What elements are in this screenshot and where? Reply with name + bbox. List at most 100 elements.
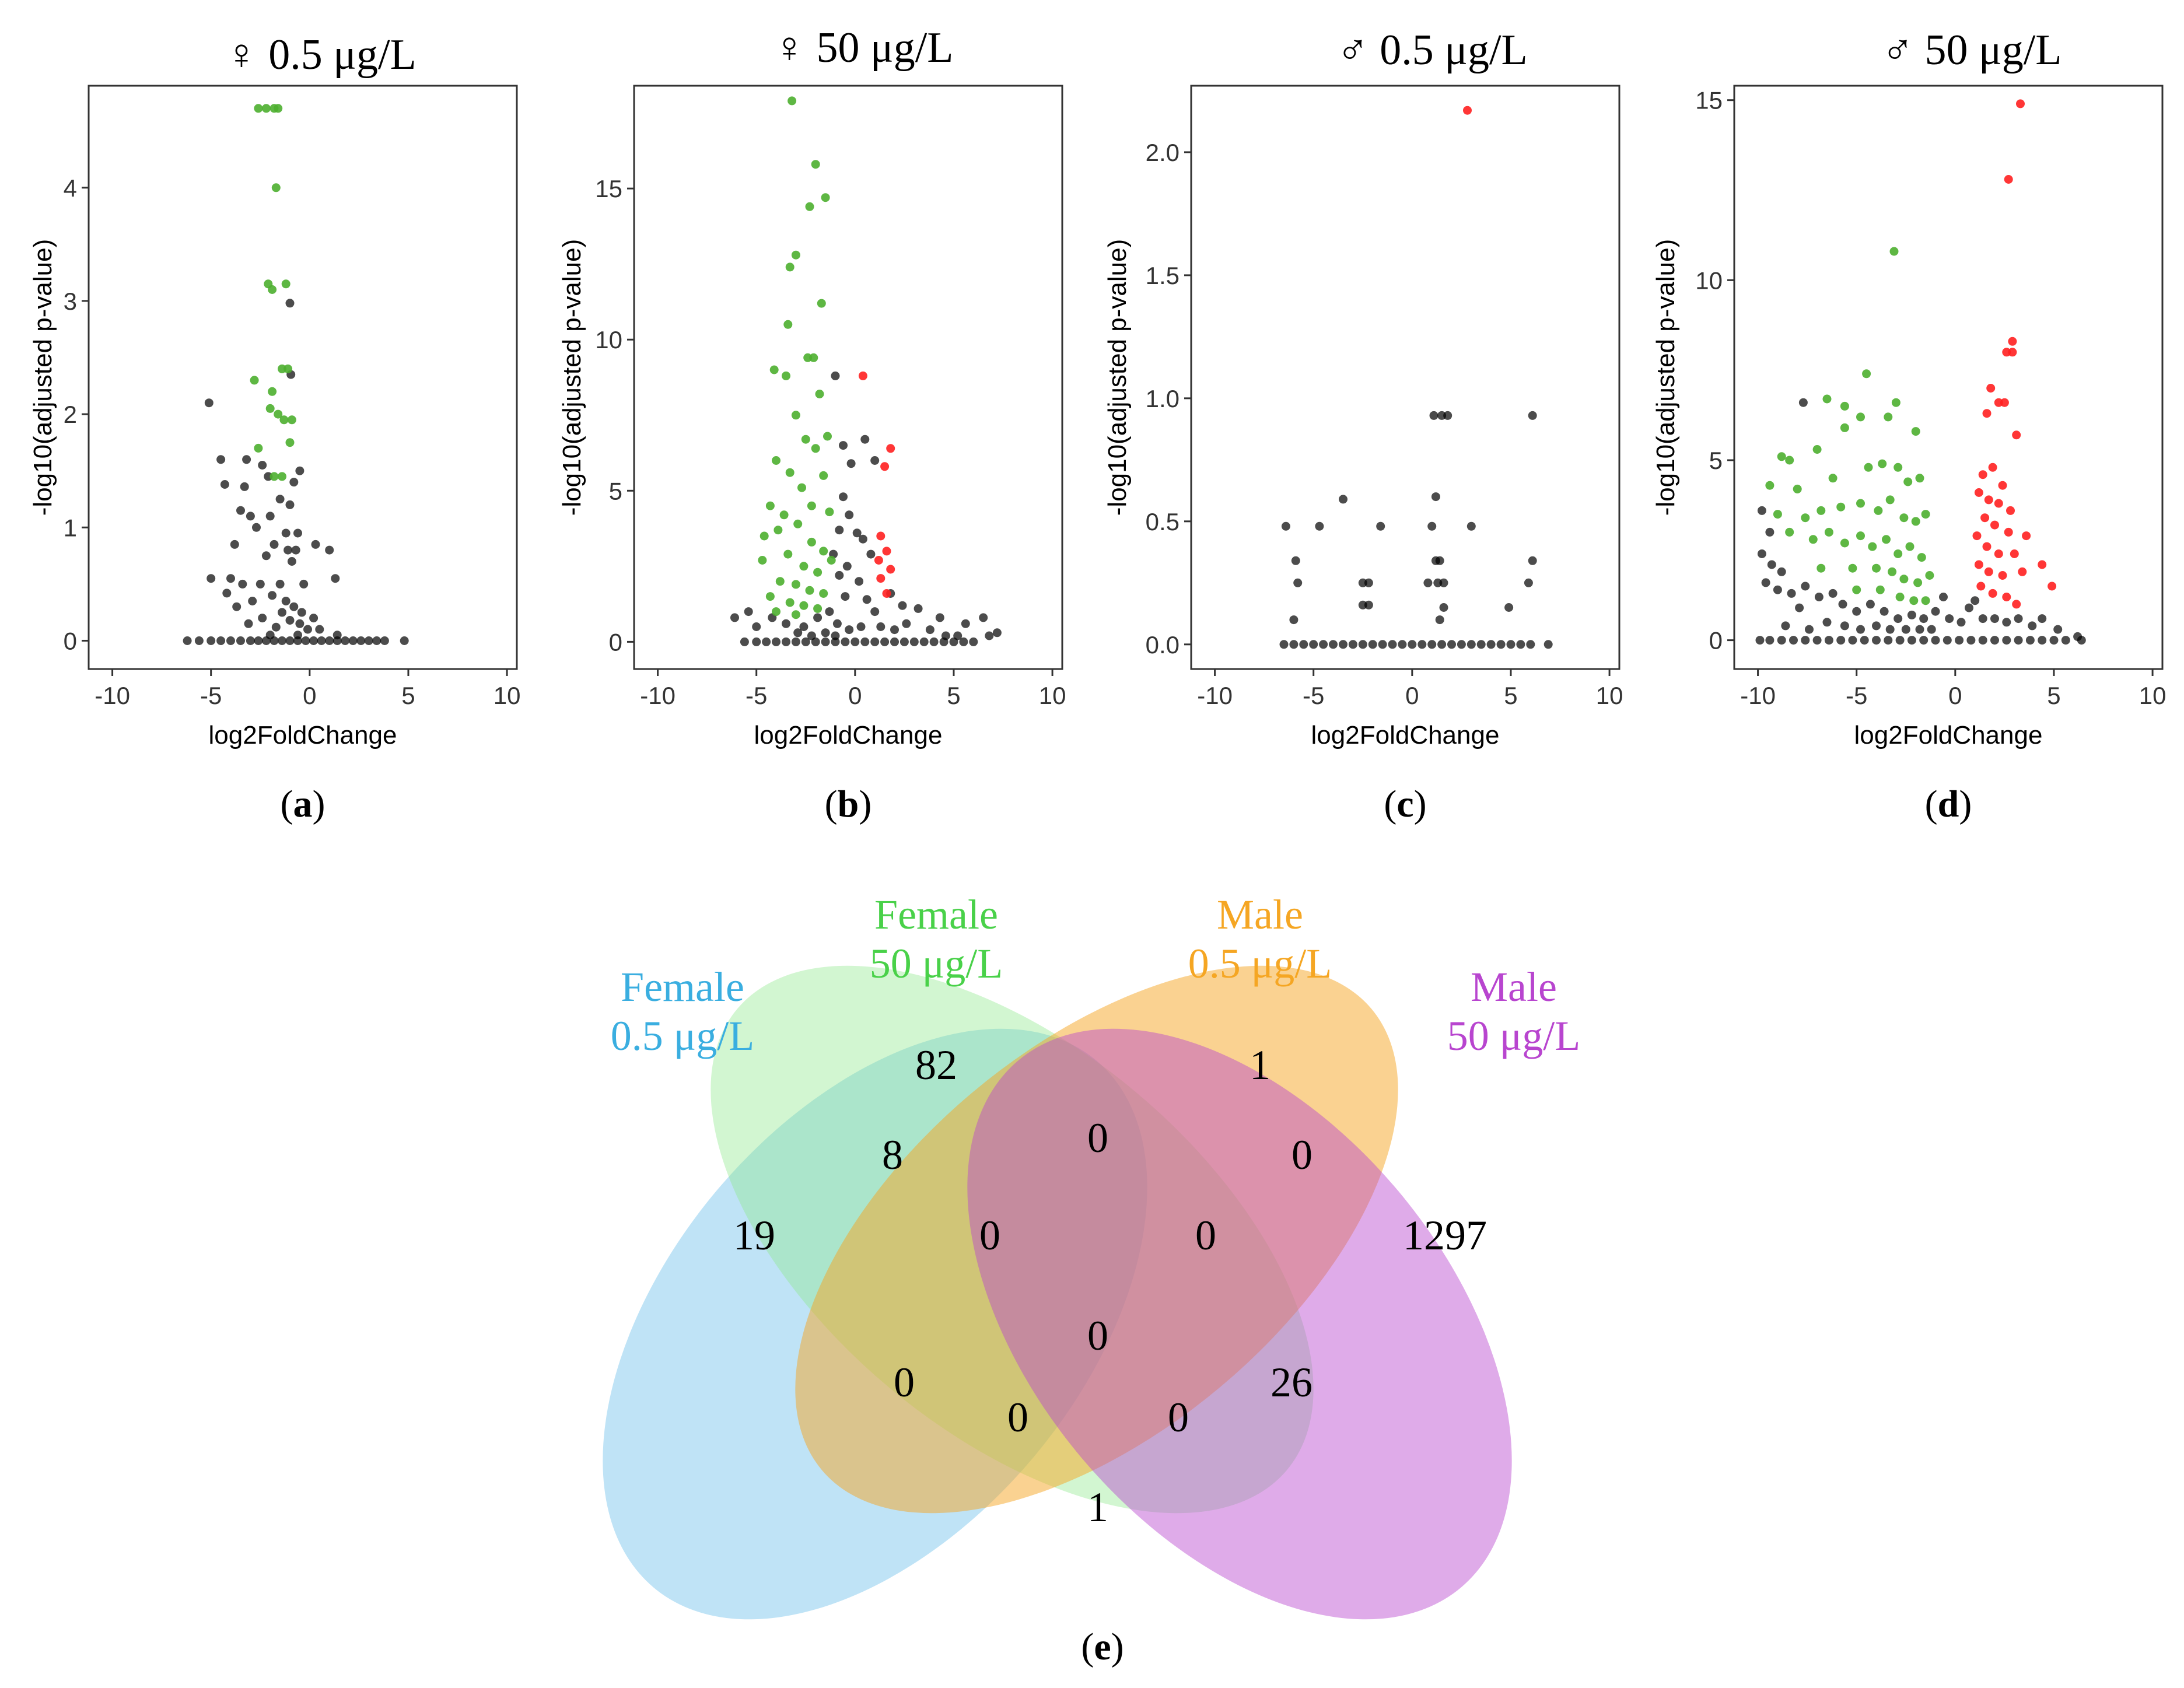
axis-ticks-d: -10 -5 0 5 10 0 5 10 15 [1695,87,2166,709]
point-d-down-0 [1889,247,1899,256]
point-a-ns-63 [278,636,286,645]
point-a-ns-12 [265,512,275,521]
point-d-down-24 [1856,499,1865,508]
point-d-ns-18 [1907,610,1916,619]
caption-letter-c: c [1396,783,1413,825]
point-d-ns-27 [1990,614,1999,624]
point-a-down-8 [250,376,259,385]
point-d-ns-14 [1852,607,1861,616]
point-d-ns-67 [2025,636,2035,645]
point-b-down-32 [799,562,808,571]
point-b-down-27 [793,519,803,528]
point-d-down-37 [1894,549,1903,558]
point-d-down-5 [1856,412,1865,422]
point-d-ns-45 [1765,636,1774,645]
point-a-ns-54 [194,636,204,645]
caption-a: (a) [281,783,326,825]
point-d-down-15 [1864,463,1873,472]
point-c-ns-0 [1429,411,1438,420]
point-d-up-8 [2000,398,2009,407]
point-d-ns-21 [1939,593,1948,601]
point-a-ns-37 [248,597,257,605]
point-d-ns-42 [1915,625,1924,634]
point-d-down-2 [1822,394,1832,404]
point-b-ns-62 [890,637,899,646]
caption-b: (b) [825,783,872,825]
point-d-up-12 [1998,481,2007,490]
point-b-ns-55 [821,637,830,646]
x-tick-label-c-0: -10 [1197,682,1233,709]
point-d-down-38 [1905,542,1915,551]
caption-d: (d) [1925,783,1972,825]
point-b-ns-68 [949,637,958,646]
point-d-down-3 [1840,401,1849,411]
point-d-up-28 [2018,567,2027,576]
plot-frame-b [633,85,1063,670]
title-a: ♀ 0.5 μg/L [225,31,416,79]
point-d-ns-60 [1943,636,1952,645]
point-a-ns-26 [325,545,334,555]
point-d-ns-0 [1798,398,1808,407]
point-a-ns-7 [240,482,249,491]
point-b-down-0 [788,96,797,106]
point-d-down-1 [1862,369,1871,379]
point-d-up-13 [1974,488,1983,497]
point-a-ns-15 [289,478,299,487]
point-a-ns-46 [244,619,253,628]
point-a-ns-38 [297,608,306,617]
point-b-up-7 [876,574,886,583]
venn-label-male-50-dose: 50 μg/L [1447,1013,1581,1059]
point-b-ns-64 [909,637,919,646]
point-a-ns-33 [299,579,309,589]
point-b-down-33 [813,568,822,577]
point-c-ns-33 [1329,640,1338,649]
point-a-ns-28 [226,574,235,583]
point-b-ns-39 [793,628,803,638]
point-c-ns-43 [1427,640,1437,649]
point-b-down-1 [811,160,820,169]
point-d-down-33 [1840,538,1849,548]
x-tick-label-d-3: 5 [2047,682,2060,709]
point-d-down-8 [1840,423,1849,432]
point-c-ns-52 [1516,640,1525,649]
point-a-ns-40 [232,602,242,611]
point-c-ns-8 [1376,521,1385,531]
point-a-ns-55 [206,636,216,645]
point-a-down-12 [265,404,275,413]
venn-label-female-50-dose: 50 μg/L [870,940,1003,987]
point-c-ns-4 [1431,492,1440,502]
x-tick-label-d-4: 10 [2139,682,2166,709]
title-d: ♂ 50 μg/L [1882,26,2062,74]
y-tick-label-d-0: 0 [1709,627,1723,654]
point-b-ns-25 [752,622,761,631]
point-d-ns-12 [1838,600,1847,609]
point-d-up-32 [1988,589,1997,598]
point-c-ns-47 [1466,640,1476,649]
point-c-ns-31 [1309,640,1318,649]
point-b-ns-38 [870,607,880,617]
y-tick-label-a-2: 2 [64,401,77,428]
point-c-ns-20 [1439,578,1448,587]
point-a-ns-39 [222,589,232,598]
point-b-down-5 [785,262,794,272]
point-d-down-9 [1812,445,1822,454]
point-b-ns-21 [925,625,935,635]
venn-label-male-50-name: Male [1471,964,1557,1010]
point-a-ns-17 [281,528,290,538]
caption-letter-b: b [838,783,859,825]
point-c-ns-17 [1364,578,1373,587]
point-b-ns-29 [813,613,822,622]
volcano-plot-d: ♂ 50 μg/L -10 -5 0 5 10 0 5 10 15 log2FoldChange… [1651,26,2166,825]
venn-count-m05-m50: 0 [1292,1132,1312,1178]
point-d-up-14 [1984,495,1993,505]
point-d-down-47 [1852,585,1861,594]
point-b-down-4 [791,250,800,260]
venn-count-male-50-only: 1297 [1403,1212,1487,1259]
point-d-ns-44 [1755,636,1765,645]
point-c-ns-3 [1528,411,1537,420]
point-b-ns-4 [870,456,880,465]
point-b-down-26 [774,526,783,535]
point-a-ns-24 [287,557,296,566]
point-c-ns-6 [1281,521,1290,531]
point-d-down-30 [1785,527,1794,537]
